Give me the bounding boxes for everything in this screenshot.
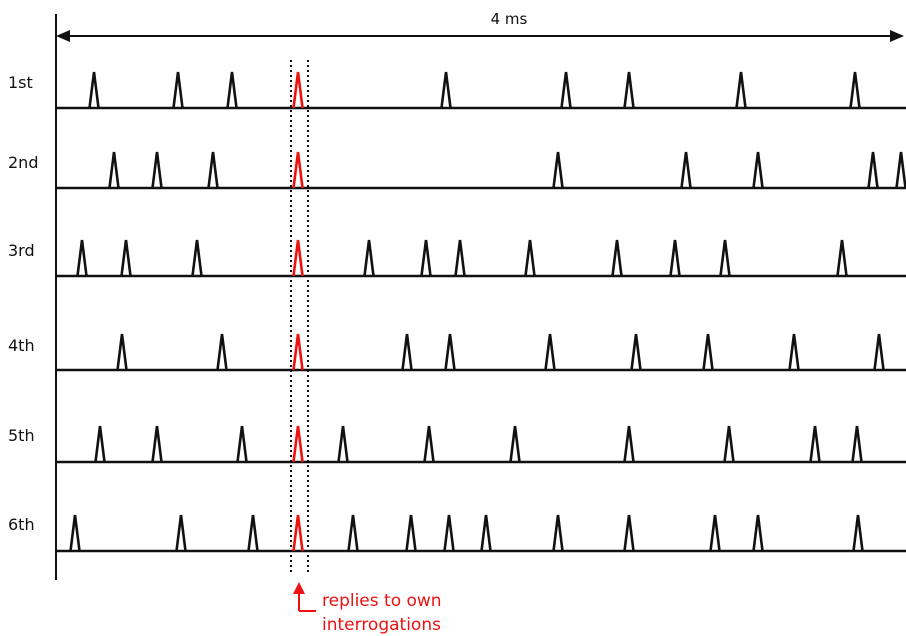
pulse-peak xyxy=(108,151,120,189)
pulse-peak xyxy=(207,151,219,189)
pulse-peak xyxy=(347,514,359,552)
pulse-peak xyxy=(175,514,187,552)
pulse-peak xyxy=(247,514,259,552)
own-reply-peak xyxy=(292,71,304,109)
row-label: 1st xyxy=(8,73,33,92)
pulse-peak xyxy=(69,514,81,552)
pulse-peak xyxy=(420,239,432,277)
pulse-peak xyxy=(454,239,466,277)
row-label: 4th xyxy=(8,336,35,355)
pulse-peak xyxy=(236,425,248,463)
annotation-line-2: interrogations xyxy=(322,615,441,635)
row-label: 6th xyxy=(8,515,35,534)
pulse-peak xyxy=(544,333,556,371)
pulse-peak xyxy=(895,151,906,189)
pulse-peak xyxy=(669,239,681,277)
pulse-peak xyxy=(480,514,492,552)
own-reply-peak xyxy=(292,425,304,463)
rows-group: 1st 2nd 3rd 4th 5th 6th xyxy=(8,71,906,553)
pulse-peak xyxy=(552,514,564,552)
pulse-peak xyxy=(623,425,635,463)
own-reply-peak xyxy=(292,514,304,552)
pulse-peak xyxy=(88,71,100,109)
pulse-peak xyxy=(752,514,764,552)
pulse-peak xyxy=(788,333,800,371)
pulse-peak xyxy=(709,514,721,552)
row-label: 2nd xyxy=(8,153,38,172)
pulse-peak xyxy=(94,425,106,463)
pulse-peak xyxy=(401,333,413,371)
pulse-peak xyxy=(611,239,623,277)
pulse-peak xyxy=(76,239,88,277)
pulse-peak xyxy=(524,239,536,277)
pulse-peak xyxy=(151,425,163,463)
pulse-peak xyxy=(120,239,132,277)
pulse-peak xyxy=(836,239,848,277)
duration-label: 4 ms xyxy=(491,10,528,28)
pulse-peak xyxy=(191,239,203,277)
own-reply-peak xyxy=(292,333,304,371)
pulse-peak xyxy=(151,151,163,189)
pulse-peak xyxy=(849,71,861,109)
duration-arrow-right xyxy=(890,30,904,42)
pulse-peak xyxy=(873,333,885,371)
pulse-peak xyxy=(702,333,714,371)
pulse-peak xyxy=(172,71,184,109)
pulse-peak xyxy=(719,239,731,277)
pulse-peak xyxy=(867,151,879,189)
pulse-peak xyxy=(226,71,238,109)
pulse-peak xyxy=(560,71,572,109)
pulse-peak xyxy=(723,425,735,463)
own-reply-peak xyxy=(292,239,304,277)
annotation-line-1: replies to own xyxy=(322,591,442,611)
pulse-peak xyxy=(509,425,521,463)
pulse-peak xyxy=(552,151,564,189)
pulse-peak xyxy=(443,514,455,552)
pulse-peak xyxy=(851,425,863,463)
pulse-peak xyxy=(752,151,764,189)
pulse-peak xyxy=(623,514,635,552)
own-reply-peak xyxy=(292,151,304,189)
pulse-peak xyxy=(363,239,375,277)
pulse-peak xyxy=(852,514,864,552)
annotation-arrow-head xyxy=(293,582,305,594)
pulse-peak xyxy=(809,425,821,463)
pulse-peak xyxy=(405,514,417,552)
pulse-peak xyxy=(337,425,349,463)
duration-arrow-left xyxy=(56,30,70,42)
row-label: 5th xyxy=(8,426,35,445)
row-label: 3rd xyxy=(8,241,35,260)
pulse-peak xyxy=(116,333,128,371)
pulse-peak xyxy=(623,71,635,109)
pulse-peak xyxy=(440,71,452,109)
pulse-peak xyxy=(423,425,435,463)
pulse-peak xyxy=(680,151,692,189)
pulse-peak xyxy=(216,333,228,371)
pulse-peak xyxy=(630,333,642,371)
pulse-peak xyxy=(735,71,747,109)
pulse-peak xyxy=(444,333,456,371)
